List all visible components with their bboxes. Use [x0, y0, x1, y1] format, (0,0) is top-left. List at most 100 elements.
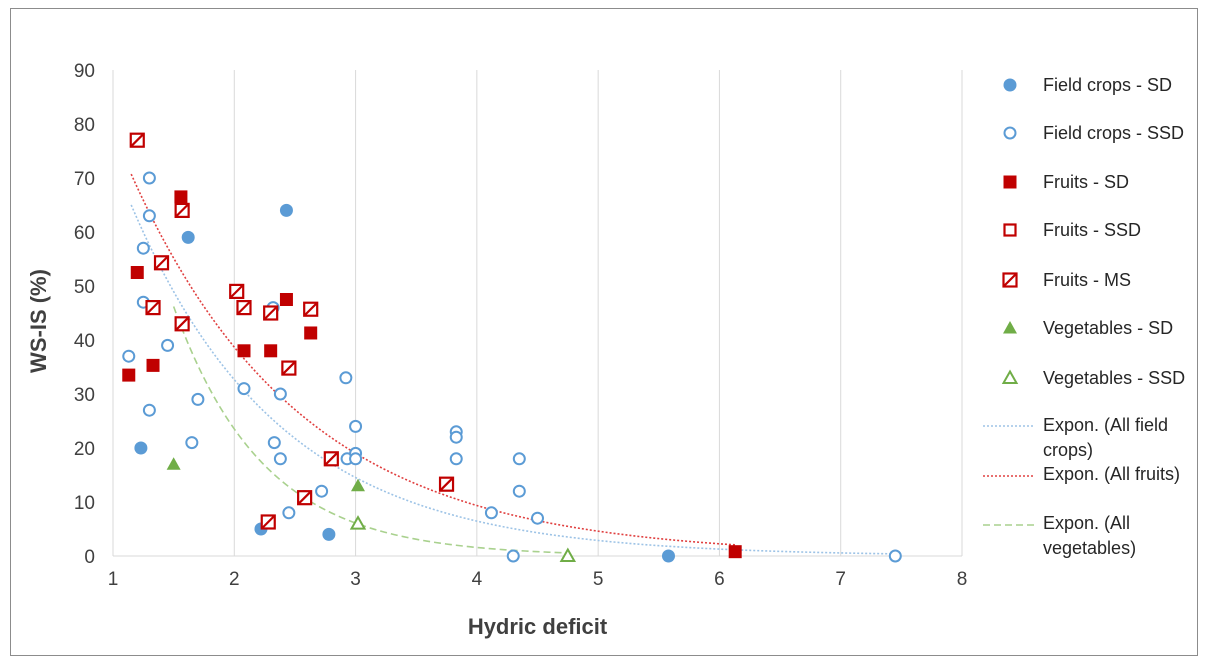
data-point [512, 452, 526, 466]
y-tick-label: 10 [74, 493, 95, 514]
data-point [263, 305, 279, 321]
data-point [185, 436, 199, 450]
data-points [122, 132, 902, 563]
data-point [136, 241, 150, 255]
data-point [279, 203, 293, 217]
data-point [174, 190, 188, 204]
legend-label: Fruits - MS [1043, 270, 1131, 290]
data-point [236, 300, 252, 316]
data-point [297, 490, 313, 506]
x-tick-label: 3 [350, 569, 361, 590]
data-point [303, 301, 319, 317]
legend: Field crops - SD Field crops - SSD Fruits … [983, 75, 1185, 558]
x-tick-label: 6 [714, 569, 725, 590]
legend-label: Vegetables - SSD [1043, 368, 1185, 388]
x-tick-label: 2 [229, 569, 240, 590]
data-point [264, 344, 278, 358]
data-point [512, 484, 526, 498]
grid [112, 70, 963, 556]
data-point [237, 382, 251, 396]
legend-marker [1001, 369, 1019, 384]
data-point [142, 209, 156, 223]
data-point [166, 457, 181, 470]
data-point [559, 547, 577, 562]
data-point [315, 484, 329, 498]
trendline [130, 173, 736, 546]
data-point [279, 293, 293, 306]
data-point [142, 403, 156, 417]
y-tick-label: 60 [74, 223, 95, 244]
data-point [146, 358, 160, 372]
legend-label: Fruits - SD [1043, 172, 1129, 192]
data-point [349, 419, 363, 433]
data-point [506, 549, 520, 563]
data-point [191, 392, 205, 406]
data-point [237, 344, 251, 358]
data-point [281, 360, 297, 376]
y-tick-label: 40 [74, 331, 95, 352]
data-point [267, 436, 281, 450]
legend-marker [1002, 272, 1018, 288]
legend-label: crops) [1043, 440, 1093, 460]
data-point [304, 326, 318, 340]
data-point [134, 441, 148, 455]
data-point [142, 171, 156, 185]
data-point [349, 452, 363, 466]
x-tick-label: 8 [957, 569, 968, 590]
y-tick-label: 30 [74, 385, 95, 406]
data-point [323, 451, 339, 467]
legend-label: Vegetables - SD [1043, 318, 1173, 338]
y-tick-label: 0 [84, 547, 95, 568]
data-point [350, 478, 365, 492]
data-point [260, 514, 276, 530]
legend-marker [1003, 223, 1017, 237]
data-point [161, 338, 175, 352]
data-point [129, 132, 145, 148]
data-point [349, 515, 367, 530]
data-point [449, 430, 463, 444]
data-point [728, 545, 742, 559]
x-tick-label: 5 [593, 569, 604, 590]
data-point [282, 506, 296, 520]
y-tick-label: 50 [74, 277, 95, 298]
legend-marker [1003, 321, 1017, 334]
data-point [153, 255, 170, 271]
data-point [122, 349, 136, 363]
x-tick-label: 4 [472, 569, 483, 590]
data-point [145, 300, 161, 316]
data-point [339, 371, 353, 385]
legend-label: Fruits - SSD [1043, 220, 1141, 240]
legend-label: vegetables) [1043, 538, 1136, 558]
legend-label: Expon. (All [1043, 513, 1130, 533]
data-point [130, 266, 144, 279]
y-tick-label: 80 [74, 115, 95, 136]
data-point [122, 368, 136, 382]
data-point [484, 506, 498, 520]
data-point [273, 452, 287, 466]
y-tick-label: 20 [74, 439, 95, 460]
trendline [130, 204, 896, 555]
trendlines [130, 173, 896, 555]
data-point [531, 511, 544, 525]
y-tick-label: 70 [74, 169, 95, 190]
x-tick-label: 1 [108, 569, 119, 590]
data-point [661, 549, 675, 563]
data-point [174, 316, 190, 332]
legend-label: Expon. (All field [1043, 415, 1168, 435]
x-axis-title: Hydric deficit [468, 614, 608, 639]
x-tick-label: 7 [835, 569, 846, 590]
legend-marker [1003, 126, 1017, 140]
data-point [273, 387, 287, 401]
data-point [888, 549, 902, 563]
data-point [449, 452, 463, 466]
data-point [229, 283, 245, 299]
trendline [172, 306, 568, 554]
y-axis-title: WS-IS (%) [26, 269, 51, 373]
data-point [181, 230, 195, 244]
data-point [438, 476, 455, 492]
legend-label: Expon. (All fruits) [1043, 464, 1180, 484]
legend-label: Field crops - SD [1043, 75, 1172, 95]
data-point [174, 202, 190, 218]
